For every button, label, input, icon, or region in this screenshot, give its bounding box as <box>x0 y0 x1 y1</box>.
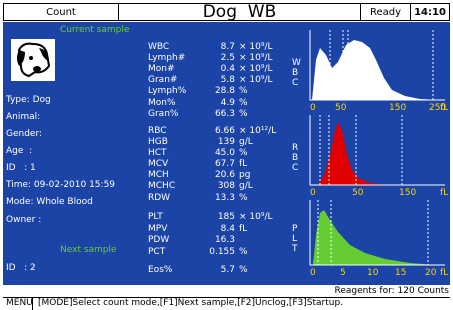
param-value: 5.7 <box>221 266 235 275</box>
param-value: 6.66 <box>215 127 235 136</box>
param-name: MCH <box>148 171 169 180</box>
axis-tick-label: 50 <box>352 189 363 198</box>
histogram-label: WBC <box>292 58 300 88</box>
param-unit: × 10⁹/L <box>239 43 273 52</box>
param-unit: % <box>239 194 248 203</box>
param-unit: × 10⁹/L <box>239 76 273 85</box>
param-name: Lymph# <box>148 54 185 63</box>
axis-tick-label: 20 <box>425 269 436 278</box>
param-value: 20.6 <box>215 171 235 180</box>
param-name: Mon% <box>148 99 176 108</box>
param-value: 4.9 <box>221 99 235 108</box>
axis-tick-label: 10 <box>367 269 378 278</box>
param-unit: × 10⁹/L <box>239 65 273 74</box>
param-name: Eos% <box>148 266 172 275</box>
param-unit: pg <box>239 171 250 180</box>
param-value: 13.3 <box>215 194 235 203</box>
analyzer-screen: Count Dog WB Ready 14:10 Re <box>0 0 453 310</box>
param-value: 0.4 <box>221 65 235 74</box>
status: Ready <box>370 7 401 18</box>
title-box: Dog WB <box>118 3 361 21</box>
param-name: RDW <box>148 194 170 203</box>
axis-unit: fL <box>440 104 448 113</box>
param-unit: % <box>239 248 248 257</box>
sample-field: Type: Dog <box>6 96 51 105</box>
param-value: 0.155 <box>209 248 235 257</box>
clock: 14:10 <box>414 7 446 18</box>
param-unit: fL <box>239 160 247 169</box>
axis-unit: fL <box>440 269 448 278</box>
param-name: PDW <box>148 236 169 245</box>
param-name: PCT <box>148 248 165 257</box>
param-name: WBC <box>148 43 169 52</box>
param-value: 185 <box>218 213 235 222</box>
param-value: 2.5 <box>221 54 235 63</box>
histogram-label: RBC <box>292 143 300 173</box>
mode-box: Count <box>3 3 119 21</box>
axis-tick-label: 50 <box>335 104 346 113</box>
param-value: 66.3 <box>215 110 235 119</box>
param-unit: % <box>239 99 248 108</box>
reagents: Reagents for: 120 Counts <box>335 287 450 296</box>
param-value: 45.0 <box>215 149 235 158</box>
sample-field: Animal: <box>6 113 40 122</box>
param-unit: × 10⁹/L <box>239 213 273 222</box>
param-name: MPV <box>148 225 167 234</box>
param-value: 28.8 <box>215 87 235 96</box>
histograms <box>310 30 445 265</box>
param-value: 308 <box>218 182 235 191</box>
param-unit: % <box>239 149 248 158</box>
axis-tick-label: 5 <box>340 269 346 278</box>
param-name: HCT <box>148 149 167 158</box>
axis-tick-label: 0 <box>310 104 316 113</box>
axis-tick-label: 150 <box>389 104 406 113</box>
param-name: Gran# <box>148 76 177 85</box>
param-name: PLT <box>148 213 163 222</box>
axis-unit: fL <box>440 189 448 198</box>
param-value: 16.3 <box>215 236 235 245</box>
param-value: 8.7 <box>221 43 235 52</box>
sample-field: ID : 1 <box>6 164 36 173</box>
param-name: MCHC <box>148 182 175 191</box>
param-name: MCV <box>148 160 168 169</box>
param-unit: g/L <box>239 138 253 147</box>
param-value: 67.7 <box>215 160 235 169</box>
param-unit: fL <box>239 225 247 234</box>
section-heading: Next sample <box>60 246 117 255</box>
param-unit: % <box>239 87 248 96</box>
param-value: 8.4 <box>221 225 235 234</box>
param-name: Gran% <box>148 110 178 119</box>
axis-tick-label: 15 <box>395 269 406 278</box>
mode: Count <box>46 7 76 18</box>
param-unit: × 10¹²/L <box>239 127 276 136</box>
sample-field: Owner : <box>6 216 41 225</box>
axis-tick-label: 0 <box>310 189 316 198</box>
sample-field: Age : <box>6 147 32 156</box>
param-value: 139 <box>218 138 235 147</box>
param-unit: × 10⁹/L <box>239 54 273 63</box>
param-unit: % <box>239 110 248 119</box>
axis-tick-label: 0 <box>310 269 316 278</box>
section-heading: Current sample <box>60 26 129 35</box>
param-unit: % <box>239 266 248 275</box>
param-unit: g/L <box>239 182 253 191</box>
param-value: 5.8 <box>221 76 235 85</box>
sample-field: Gender: <box>6 130 42 139</box>
menu-hint: [MODE]Select count mode,[F1]Next sample,… <box>38 299 343 308</box>
param-name: HGB <box>148 138 168 147</box>
sample-field: ID : 2 <box>6 264 36 273</box>
axis-tick-label: 150 <box>399 189 416 198</box>
status-box: Ready <box>360 3 411 21</box>
param-name: Lymph% <box>148 87 186 96</box>
time-box: 14:10 <box>410 3 450 21</box>
dog-icon <box>11 39 55 81</box>
title: Dog WB <box>203 2 277 22</box>
histogram-label: PLT <box>292 224 300 254</box>
param-name: Mon# <box>148 65 175 74</box>
sample-field: Mode: Whole Blood <box>6 198 93 207</box>
menu-key[interactable]: MENU <box>3 297 33 310</box>
sample-field: Time: 09-02-2010 15:59 <box>6 181 115 190</box>
param-name: RBC <box>148 127 167 136</box>
